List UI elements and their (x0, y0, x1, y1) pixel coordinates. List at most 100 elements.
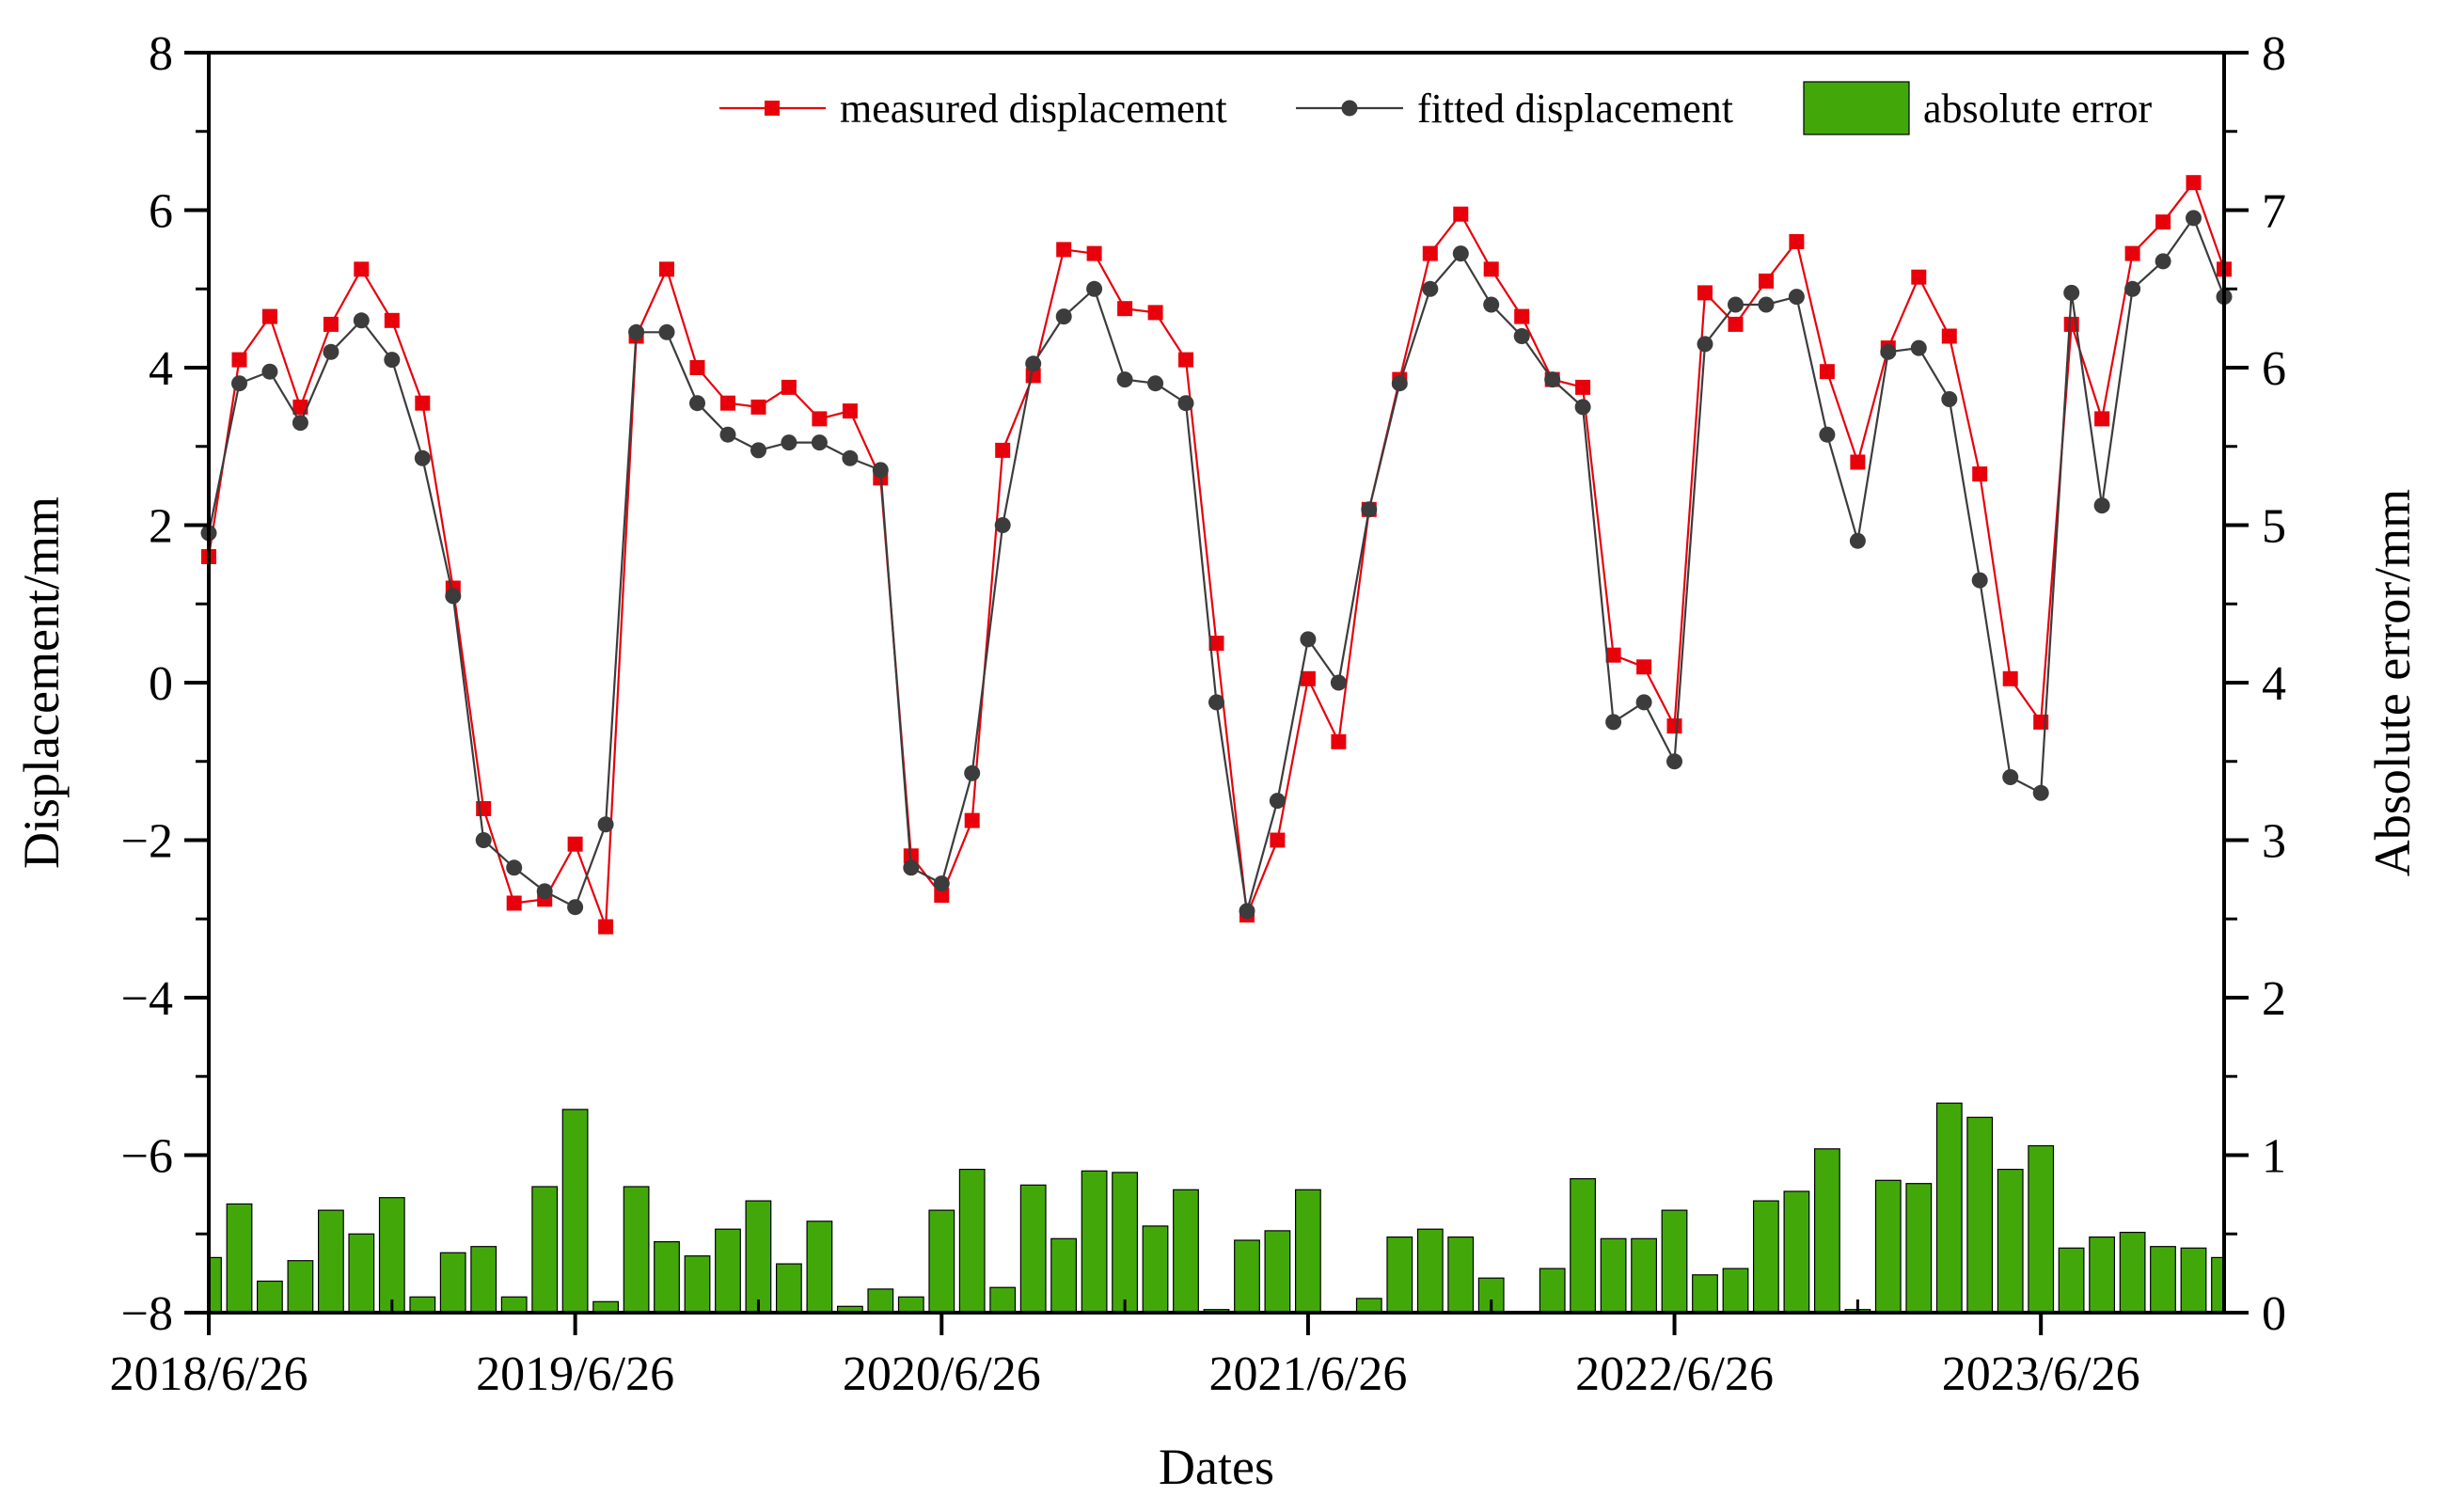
error-bar (1570, 1177, 1597, 1314)
error-bar (1416, 1228, 1444, 1314)
error-bar (1264, 1230, 1291, 1314)
error-bar (500, 1296, 528, 1314)
fitted-marker (2093, 497, 2110, 514)
measured-marker (1728, 316, 1744, 332)
fitted-marker (994, 517, 1011, 533)
fitted-marker (1697, 336, 1713, 353)
error-bar (1631, 1237, 1658, 1314)
measured-marker (323, 316, 339, 332)
measured-marker (1453, 206, 1469, 222)
y-right-tick-label: 0 (2262, 1287, 2286, 1341)
measured-marker (1819, 364, 1835, 380)
fitted-marker (1239, 903, 1255, 920)
legend-measured-marker (765, 101, 780, 116)
measured-marker (842, 403, 858, 419)
error-bar (1752, 1200, 1779, 1314)
measured-marker (1697, 285, 1713, 301)
measured-marker (1331, 733, 1347, 749)
y-left-tick-label: −2 (121, 815, 173, 869)
measured-marker (1759, 273, 1774, 289)
error-bar (226, 1203, 253, 1314)
fitted-marker (1910, 339, 1927, 356)
measured-marker (1117, 301, 1133, 317)
y-right-tick-label: 1 (2262, 1130, 2286, 1184)
measured-marker (261, 308, 277, 324)
error-bar (1142, 1225, 1169, 1314)
measured-marker (689, 360, 705, 375)
error-bar (1935, 1102, 1963, 1314)
error-bar (654, 1240, 680, 1314)
measured-marker (1941, 328, 1957, 344)
error-bar (287, 1260, 314, 1314)
error-bar (1813, 1148, 1840, 1314)
fitted-marker (2124, 280, 2141, 297)
fitted-marker (536, 883, 553, 900)
fitted-marker (1116, 371, 1133, 388)
y-right-tick-label: 5 (2262, 500, 2286, 554)
y-right-tick-label: 3 (2262, 815, 2286, 869)
fitted-marker (1880, 343, 1897, 360)
fitted-marker (597, 816, 614, 833)
x-tick-label: 2018/6/26 (110, 1347, 308, 1401)
measured-marker (1575, 379, 1591, 395)
y-right-tick-label: 4 (2262, 657, 2286, 711)
fitted-marker (1269, 793, 1286, 810)
measured-marker (781, 379, 797, 395)
error-bar (1234, 1239, 1260, 1314)
fitted-marker (475, 832, 492, 848)
legend-error-label: absolute error (1923, 86, 2152, 132)
error-bar (745, 1200, 772, 1314)
plot-background (209, 53, 2224, 1313)
error-bar (958, 1168, 986, 1314)
measured-marker (2124, 245, 2140, 261)
fitted-marker (1728, 296, 1744, 313)
measured-marker (598, 919, 614, 935)
fitted-marker (658, 323, 675, 340)
fitted-marker (1971, 572, 1988, 589)
fitted-marker (1605, 714, 1622, 731)
y-left-tick-label: 8 (149, 27, 173, 81)
measured-marker (1300, 670, 1316, 686)
fitted-marker (1086, 280, 1103, 297)
error-bar (1874, 1179, 1902, 1314)
fitted-marker (1758, 296, 1775, 313)
fitted-marker (1635, 694, 1652, 711)
error-bar (1722, 1268, 1749, 1314)
error-bar (1355, 1298, 1382, 1314)
error-bar (257, 1280, 283, 1314)
error-bar (409, 1296, 436, 1314)
measured-marker (750, 399, 766, 415)
fitted-marker (1788, 289, 1805, 306)
y-left-tick-label: 4 (149, 342, 173, 396)
error-bar (2089, 1236, 2116, 1314)
measured-marker (2094, 411, 2110, 427)
fitted-marker (506, 859, 523, 876)
error-bar (1112, 1172, 1139, 1314)
fitted-marker (1208, 694, 1224, 711)
measured-marker (995, 442, 1011, 458)
error-bar (1386, 1236, 1413, 1314)
measured-marker (1483, 261, 1499, 277)
fitted-marker (842, 449, 859, 466)
measured-marker (567, 836, 583, 852)
measured-marker (1086, 245, 1102, 261)
fitted-marker (1330, 674, 1347, 691)
error-bar (1050, 1237, 1078, 1314)
fitted-marker (1544, 371, 1561, 388)
error-bar (1447, 1236, 1475, 1314)
error-bar (1539, 1268, 1566, 1314)
fitted-marker (2032, 784, 2049, 801)
y-left-axis-title: Displacement/mm (13, 496, 70, 869)
fitted-marker (1361, 501, 1378, 518)
fitted-marker (1422, 280, 1439, 297)
measured-marker (292, 399, 308, 415)
fitted-marker (964, 764, 981, 781)
error-bar (348, 1233, 375, 1314)
x-tick-label: 2020/6/26 (843, 1347, 1041, 1401)
error-bar (775, 1263, 802, 1314)
y-left-tick-label: −4 (121, 972, 173, 1026)
y-left-tick-label: 2 (149, 500, 173, 554)
error-bar (1783, 1190, 1810, 1314)
error-bar (561, 1109, 589, 1314)
error-bar (2119, 1231, 2146, 1314)
